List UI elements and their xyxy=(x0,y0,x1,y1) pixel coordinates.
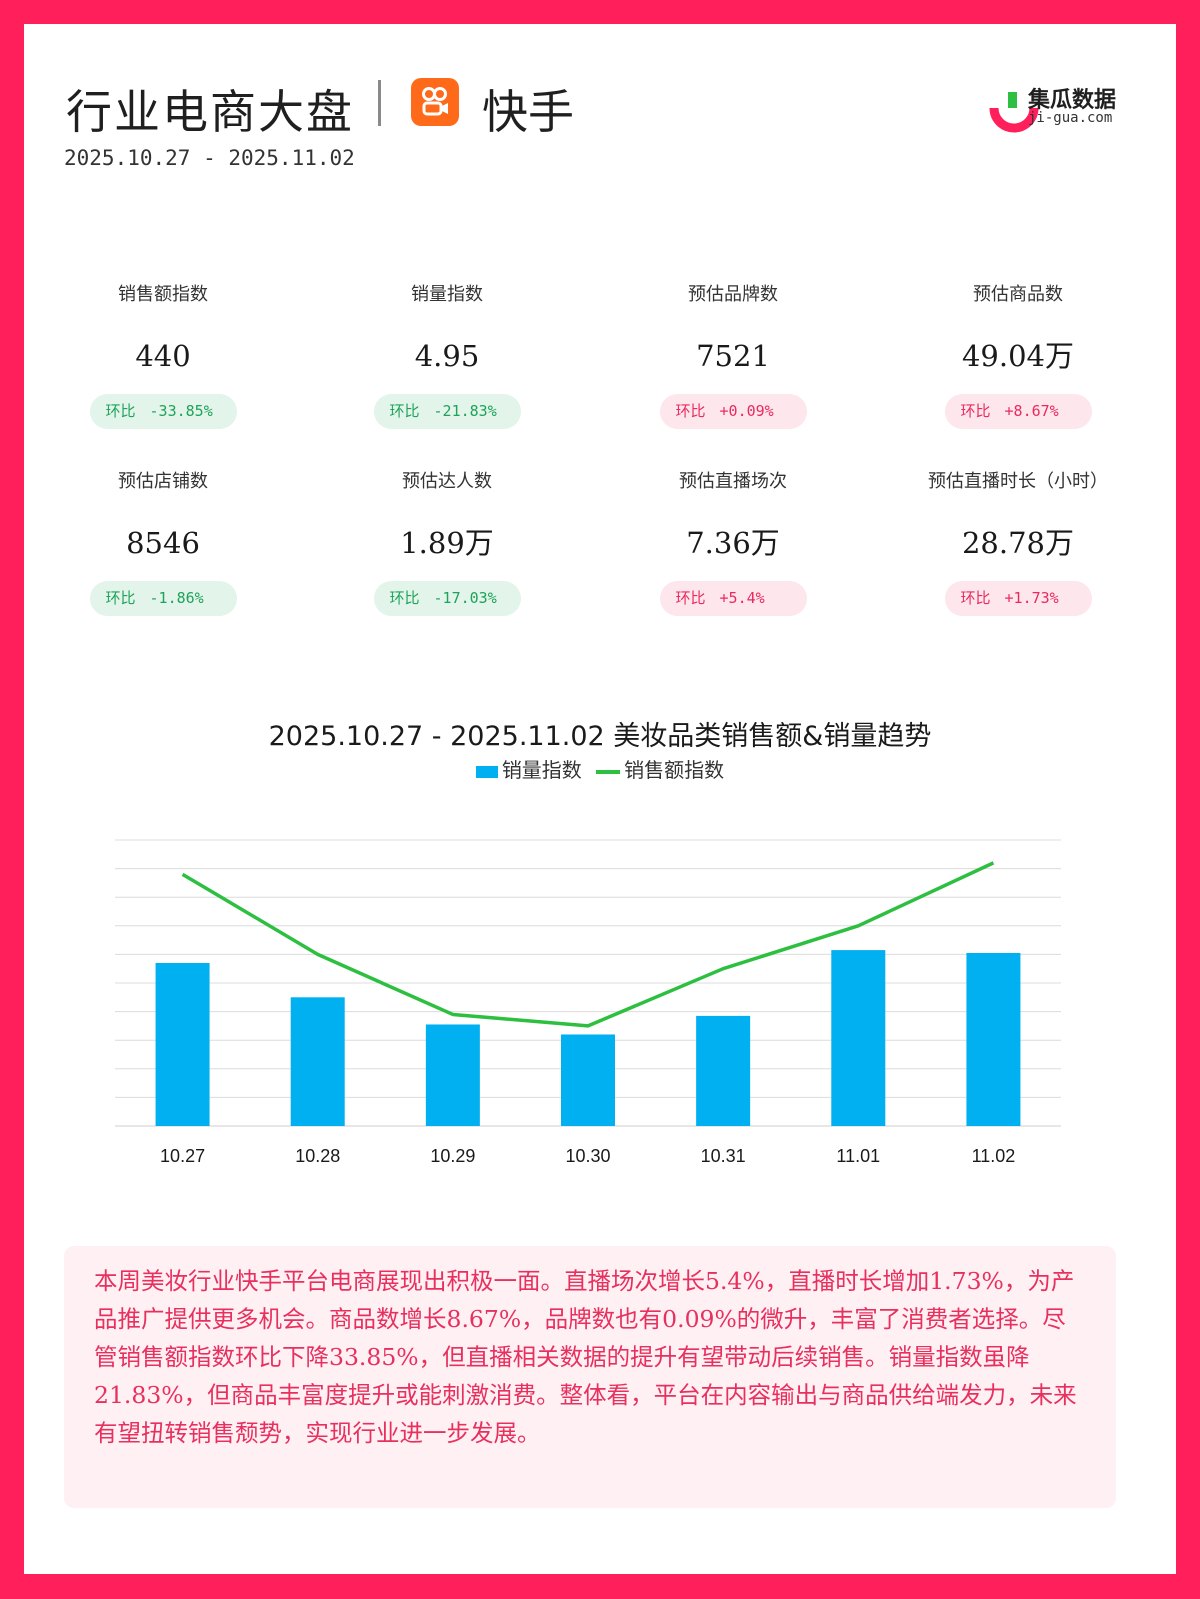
bar-11.01 xyxy=(831,950,886,1126)
metric-label: 预估直播场次 xyxy=(679,471,787,492)
metric-value: 8546 xyxy=(126,526,200,560)
metric-change-badge: 环比 -1.86% xyxy=(89,581,237,616)
change-value: +1.73% xyxy=(1004,589,1059,607)
date-range: 2025.10.27 - 2025.11.02 xyxy=(64,146,355,170)
metric-live-sessions: 预估直播场次 7.36万 环比 +5.4% xyxy=(633,470,833,616)
metric-live-hours: 预估直播时长（小时） 28.78万 环比 +1.73% xyxy=(918,470,1118,616)
report-card: 行业电商大盘 快手 2025.10.27 - 2025.11.02 集瓜数据 j… xyxy=(24,24,1176,1574)
chart-legend: 销量指数 销售额指数 xyxy=(24,754,1176,783)
platform-name: 快手 xyxy=(482,85,574,139)
metric-value: 7.36万 xyxy=(686,526,780,560)
metric-store-count: 预估店铺数 8546 环比 -1.86% xyxy=(63,470,263,616)
legend-item-line: 销售额指数 xyxy=(596,754,724,783)
trend-chart: 10.27 10.28 10.29 10.30 10.31 11.01 11.02 xyxy=(115,839,1061,1166)
metric-label: 预估店铺数 xyxy=(118,471,208,492)
change-prefix: 环比 xyxy=(105,402,136,420)
x-tick-label: 10.27 xyxy=(160,1146,205,1166)
metric-change-badge: 环比 +0.09% xyxy=(659,394,807,429)
x-tick-label: 10.31 xyxy=(701,1146,746,1166)
legend-swatch-line xyxy=(596,769,621,774)
legend-item-bar: 销量指数 xyxy=(475,754,582,783)
metric-product-count: 预估商品数 49.04万 环比 +8.67% xyxy=(918,283,1118,429)
metric-change-badge: 环比 +8.67% xyxy=(944,394,1092,429)
legend-label: 销售额指数 xyxy=(624,758,725,782)
metric-value: 440 xyxy=(135,339,191,373)
bar-11.02 xyxy=(966,952,1021,1126)
bar-10.28 xyxy=(290,997,345,1126)
summary-text: 本周美妆行业快手平台电商展现出积极一面。直播场次增长5.4%，直播时长增加1.7… xyxy=(64,1246,1116,1508)
change-value: -33.85% xyxy=(149,402,213,420)
change-prefix: 环比 xyxy=(960,589,991,607)
metric-label: 预估达人数 xyxy=(402,471,492,492)
change-prefix: 环比 xyxy=(389,402,420,420)
metric-value: 7521 xyxy=(696,339,770,373)
page-title: 行业电商大盘 xyxy=(66,85,354,139)
metric-value: 49.04万 xyxy=(961,339,1075,373)
metric-change-badge: 环比 -21.83% xyxy=(373,394,521,429)
metric-label: 销售额指数 xyxy=(118,284,208,305)
bar-10.31 xyxy=(696,1015,751,1126)
change-prefix: 环比 xyxy=(675,589,706,607)
change-prefix: 环比 xyxy=(675,402,706,420)
metric-label: 预估直播时长（小时） xyxy=(928,471,1108,492)
change-prefix: 环比 xyxy=(389,589,420,607)
metric-label: 预估商品数 xyxy=(973,284,1063,305)
change-value: -17.03% xyxy=(433,589,497,607)
metric-influencer-count: 预估达人数 1.89万 环比 -17.03% xyxy=(347,470,547,616)
bar-10.30 xyxy=(561,1034,615,1126)
x-tick-label: 10.28 xyxy=(295,1146,340,1166)
metric-label: 预估品牌数 xyxy=(688,284,778,305)
jigua-logo-icon xyxy=(989,92,1039,133)
metric-change-badge: 环比 +1.73% xyxy=(944,581,1092,616)
metric-label: 销量指数 xyxy=(411,284,483,305)
change-prefix: 环比 xyxy=(960,402,991,420)
change-value: +0.09% xyxy=(719,402,774,420)
metric-value: 28.78万 xyxy=(961,526,1075,560)
metric-change-badge: 环比 -33.85% xyxy=(89,394,237,429)
legend-label: 销量指数 xyxy=(501,758,582,782)
brand-url: ji-gua.com xyxy=(1028,110,1113,126)
metric-change-badge: 环比 +5.4% xyxy=(659,581,807,616)
x-tick-label: 11.01 xyxy=(836,1146,880,1166)
change-value: -21.83% xyxy=(433,402,497,420)
change-value: +8.67% xyxy=(1004,402,1059,420)
legend-swatch-bar xyxy=(475,765,498,778)
change-value: +5.4% xyxy=(719,589,765,607)
bar-10.27 xyxy=(155,962,210,1126)
metric-value: 1.89万 xyxy=(400,526,494,560)
metric-volume-index: 销量指数 4.95 环比 -21.83% xyxy=(347,283,547,429)
metric-value: 4.95 xyxy=(414,339,480,373)
metric-sales-index: 销售额指数 440 环比 -33.85% xyxy=(63,283,263,429)
x-tick-label: 11.02 xyxy=(972,1146,1016,1166)
bar-10.29 xyxy=(425,1024,480,1126)
header-divider xyxy=(378,80,381,126)
change-value: -1.86% xyxy=(149,589,204,607)
brand-name: 集瓜数据 xyxy=(1028,88,1117,113)
chart-title: 2025.10.27 - 2025.11.02 美妆品类销售额&销量趋势 xyxy=(268,721,932,752)
change-prefix: 环比 xyxy=(105,589,136,607)
metric-change-badge: 环比 -17.03% xyxy=(373,581,521,616)
kuaishou-logo-icon xyxy=(411,78,459,126)
x-tick-label: 10.29 xyxy=(430,1146,475,1166)
x-tick-label: 10.30 xyxy=(565,1146,610,1166)
metric-brand-count: 预估品牌数 7521 环比 +0.09% xyxy=(633,283,833,429)
